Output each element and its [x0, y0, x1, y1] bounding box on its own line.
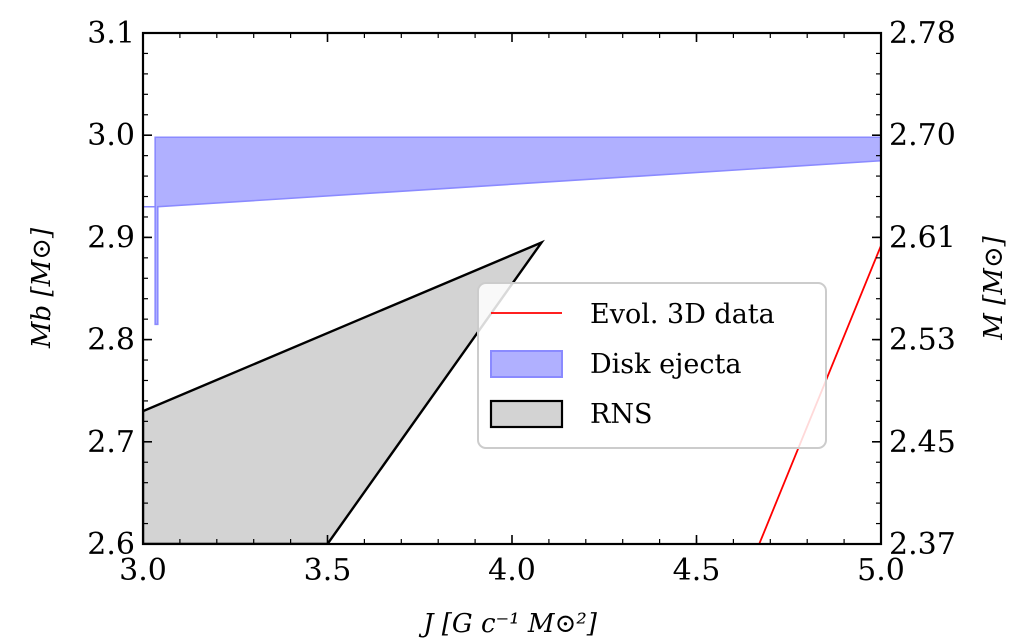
y-right-label-text: M [M⊙] [979, 235, 1009, 340]
y-right-tick-label: 2.45 [889, 425, 956, 460]
y-left-tick-label: 2.7 [87, 425, 135, 460]
ticks-layer: 3.0 3.5 4.0 4.5 5.0 2.6 2.7 2.8 2.9 3.0 3.1 2.37 2.4… [87, 16, 956, 588]
y-left-tick-label: 2.9 [87, 220, 135, 255]
legend: Evol. 3D data Disk ejecta RNS [477, 282, 827, 449]
y-right-tick-label: 2.78 [889, 16, 956, 51]
legend-frame [477, 282, 827, 449]
series-disk-ejecta-band [143, 136, 881, 326]
legend-swatch-rns [489, 399, 564, 429]
legend-swatch-disk [490, 350, 563, 378]
y-left-tick-label: 3.1 [87, 16, 135, 51]
y-right-tick-label: 2.53 [889, 323, 956, 358]
legend-label-evol: Evol. 3D data [590, 299, 775, 330]
x-tick-label: 5.0 [857, 553, 905, 588]
x-axis-label: J [G c⁻¹ M⊙²] [418, 609, 598, 639]
x-tick-label: 3.5 [304, 553, 352, 588]
legend-label-rns: RNS [590, 399, 652, 430]
x-tick-label: 4.5 [673, 553, 721, 588]
x-tick-label: 3.0 [119, 553, 167, 588]
y-left-label-text: Mb [M⊙] [27, 227, 57, 349]
y-right-tick-label: 2.61 [889, 220, 956, 255]
x-tick-label: 4.0 [488, 553, 536, 588]
y-axis-left-label: Mb [M⊙] [27, 227, 57, 349]
y-right-tick-label: 2.37 [889, 527, 956, 562]
series-rns-polygon [143, 239, 545, 544]
y-axis-right-label: M [M⊙] [979, 235, 1009, 340]
legend-label-disk: Disk ejecta [590, 349, 741, 380]
y-left-tick-label: 3.0 [87, 118, 135, 153]
y-left-tick-label: 2.6 [87, 527, 135, 562]
y-right-tick-label: 2.70 [889, 118, 956, 153]
y-left-tick-label: 2.8 [87, 323, 135, 358]
